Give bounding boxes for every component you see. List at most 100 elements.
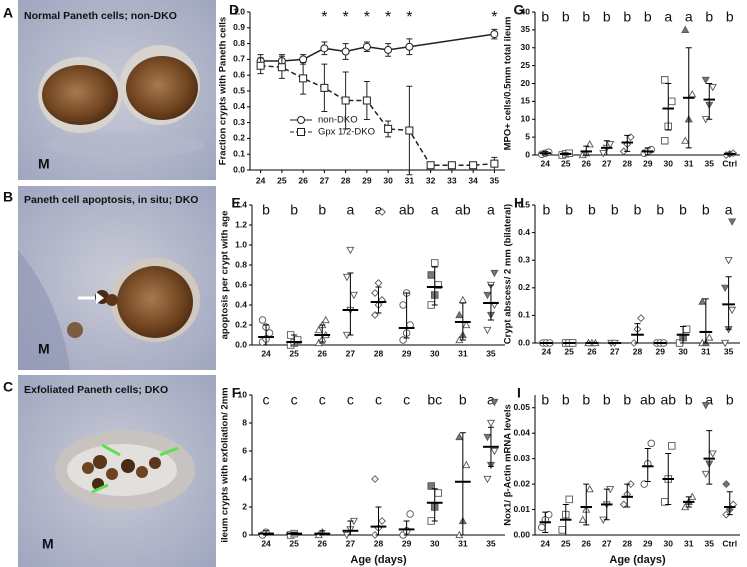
x-tick-label: 28	[633, 346, 643, 356]
data-point	[378, 517, 386, 525]
y-tick-label: 25	[521, 60, 531, 70]
x-tick-label: Ctrl	[722, 538, 737, 548]
data-point	[349, 291, 358, 300]
y-tick-label: 0.7	[233, 54, 245, 64]
data-point	[701, 76, 710, 85]
group-letter: b	[685, 392, 693, 408]
group-letter: b	[562, 9, 570, 25]
micrograph-b	[18, 186, 216, 370]
group-letter: ab	[660, 392, 676, 408]
group-letter: b	[541, 9, 549, 25]
y-tick-label: 0	[242, 529, 247, 539]
x-axis-label: Age (days)	[609, 554, 666, 566]
group-letter: b	[679, 202, 687, 218]
y-tick-label: 20	[521, 78, 531, 88]
x-tick-label: 26	[298, 175, 308, 185]
group-letter: ab	[455, 202, 471, 218]
x-tick-label: 35	[486, 348, 496, 358]
data-point	[490, 447, 499, 456]
significance-star: *	[385, 9, 391, 26]
group-letter: b	[623, 392, 631, 408]
group-letter: b	[588, 202, 596, 218]
panel-letter: E	[231, 195, 240, 211]
group-letter: b	[603, 9, 611, 25]
data-point	[705, 333, 714, 341]
data-point	[619, 147, 628, 156]
significance-star: *	[343, 9, 349, 26]
group-letter: c	[347, 392, 354, 408]
group-letter: a	[705, 392, 713, 408]
data-point	[277, 63, 286, 72]
group-letter: b	[542, 202, 550, 218]
group-letter: b	[582, 392, 590, 408]
data-point	[721, 339, 730, 348]
y-axis-label: MPO+ cells/0.5mm total ileum	[503, 17, 514, 151]
data-point	[701, 470, 710, 479]
group-letter: bc	[427, 392, 442, 408]
y-tick-label: 15	[521, 96, 531, 106]
x-tick-label: 31	[405, 175, 415, 185]
micrograph-a	[18, 0, 216, 180]
y-tick-label: 1.0	[235, 239, 247, 249]
image-marker: M	[42, 536, 54, 552]
data-point	[585, 484, 594, 493]
y-tick-label: 6	[242, 445, 247, 455]
data-point	[490, 159, 499, 168]
image-caption: Normal Paneth cells; non-DKO	[24, 10, 177, 22]
x-tick-label: 27	[610, 346, 620, 356]
x-tick-label: 25	[564, 346, 574, 356]
x-tick-label: 30	[383, 175, 393, 185]
y-tick-label: 0.00	[513, 529, 530, 539]
error-bar	[375, 286, 382, 314]
data-point	[688, 89, 697, 98]
data-point	[578, 515, 587, 523]
x-tick-label: 28	[623, 538, 633, 548]
group-letter: b	[562, 392, 570, 408]
data-point	[661, 136, 669, 145]
data-point	[362, 42, 371, 51]
data-point	[599, 150, 608, 158]
group-letter: a	[431, 202, 439, 218]
x-tick-label: 30	[664, 158, 674, 168]
x-tick-label: 27	[346, 348, 356, 358]
data-point	[626, 133, 635, 142]
x-tick-label: 24	[541, 538, 551, 548]
data-point	[661, 498, 669, 506]
x-tick-label: 25	[289, 538, 299, 548]
group-letter: ab	[399, 202, 415, 218]
error-bar	[644, 447, 651, 483]
y-tick-label: 0.05	[513, 402, 530, 412]
group-letter: b	[459, 392, 467, 408]
data-point	[320, 83, 329, 92]
y-tick-label: 0.01	[513, 504, 530, 514]
data-point	[728, 306, 737, 315]
y-tick-label: 5	[525, 131, 530, 141]
x-tick-label: 31	[458, 538, 468, 548]
data-point	[455, 310, 464, 319]
y-tick-label: 30	[521, 42, 531, 52]
data-point	[427, 517, 435, 525]
legend-label: Gpx 1/2-DKO	[318, 127, 375, 138]
x-tick-label: Ctrl	[722, 158, 737, 168]
group-letter: b	[565, 202, 573, 218]
x-tick-label: 33	[447, 175, 457, 185]
y-tick-label: 0.4	[235, 299, 247, 309]
group-letter: c	[263, 392, 270, 408]
error-bar	[375, 506, 382, 536]
data-point	[258, 316, 267, 324]
data-point	[681, 136, 690, 144]
group-letter: a	[685, 9, 693, 25]
y-tick-label: 1.2	[235, 219, 247, 229]
data-point	[299, 74, 308, 83]
group-letter: b	[603, 392, 611, 408]
data-point	[462, 460, 471, 469]
data-point	[430, 259, 439, 267]
data-point	[341, 47, 350, 56]
x-tick-label: 26	[318, 538, 328, 548]
data-point	[447, 161, 456, 170]
x-tick-label: 35	[705, 158, 715, 168]
x-tick-label: 35	[724, 346, 734, 356]
x-tick-label: 30	[430, 538, 440, 548]
legend-label: non-DKO	[318, 115, 358, 126]
data-point	[384, 124, 393, 133]
